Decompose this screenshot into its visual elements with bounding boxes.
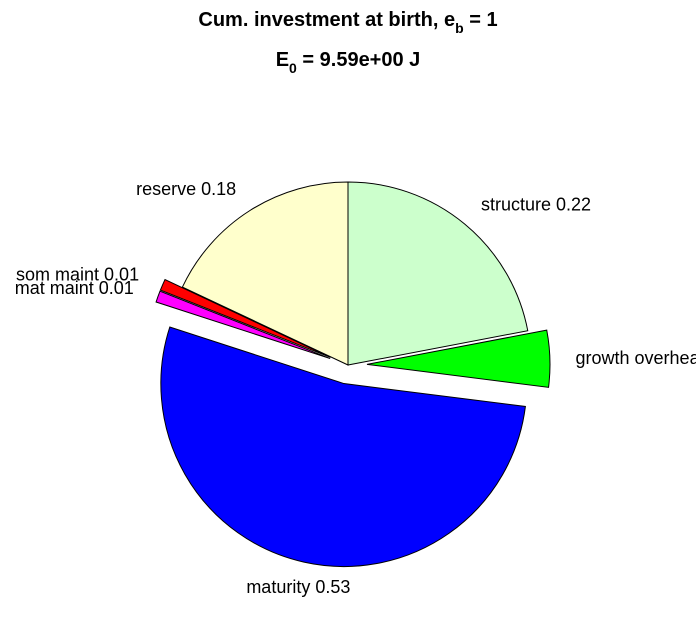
slice-value: 0.22	[556, 194, 591, 214]
slice-name: mat maint	[15, 278, 94, 298]
pie-slice	[347, 181, 529, 366]
slice-label: mat maint 0.01	[15, 278, 134, 298]
title-subscript: b	[455, 20, 464, 36]
slice-value: 0.01	[99, 278, 134, 298]
slice-name: reserve	[136, 179, 196, 199]
slice-label: maturity 0.53	[246, 577, 350, 597]
chart-subtitle: E0 = 9.59e+00 J	[276, 49, 421, 76]
pie-slice	[181, 181, 349, 366]
chart-title: Cum. investment at birth, eb = 1	[198, 9, 497, 36]
slice-label: growth overhead0.05	[576, 348, 696, 368]
title-text: = 1	[464, 9, 498, 31]
title-text: E	[276, 49, 289, 71]
slice-name: structure	[481, 194, 551, 214]
slice-value: 0.01	[104, 265, 139, 285]
title-subscript: 0	[289, 60, 297, 76]
slice-label: structure 0.22	[481, 194, 591, 214]
slice-label: reserve 0.18	[136, 179, 236, 199]
slice-value: 0.18	[201, 179, 236, 199]
slice-value: 0.53	[315, 577, 350, 597]
slice-name: growth overhead	[576, 348, 696, 368]
pie-slice	[366, 329, 551, 388]
pie-slice	[160, 326, 526, 568]
slice-label: som maint 0.01	[16, 265, 139, 285]
slice-name: maturity	[246, 577, 310, 597]
slice-name: som maint	[16, 265, 99, 285]
title-text: = 9.59e+00 J	[297, 49, 420, 71]
title-text: Cum. investment at birth, e	[198, 9, 455, 31]
pie-slice	[159, 278, 331, 358]
pie-slice	[155, 290, 331, 360]
